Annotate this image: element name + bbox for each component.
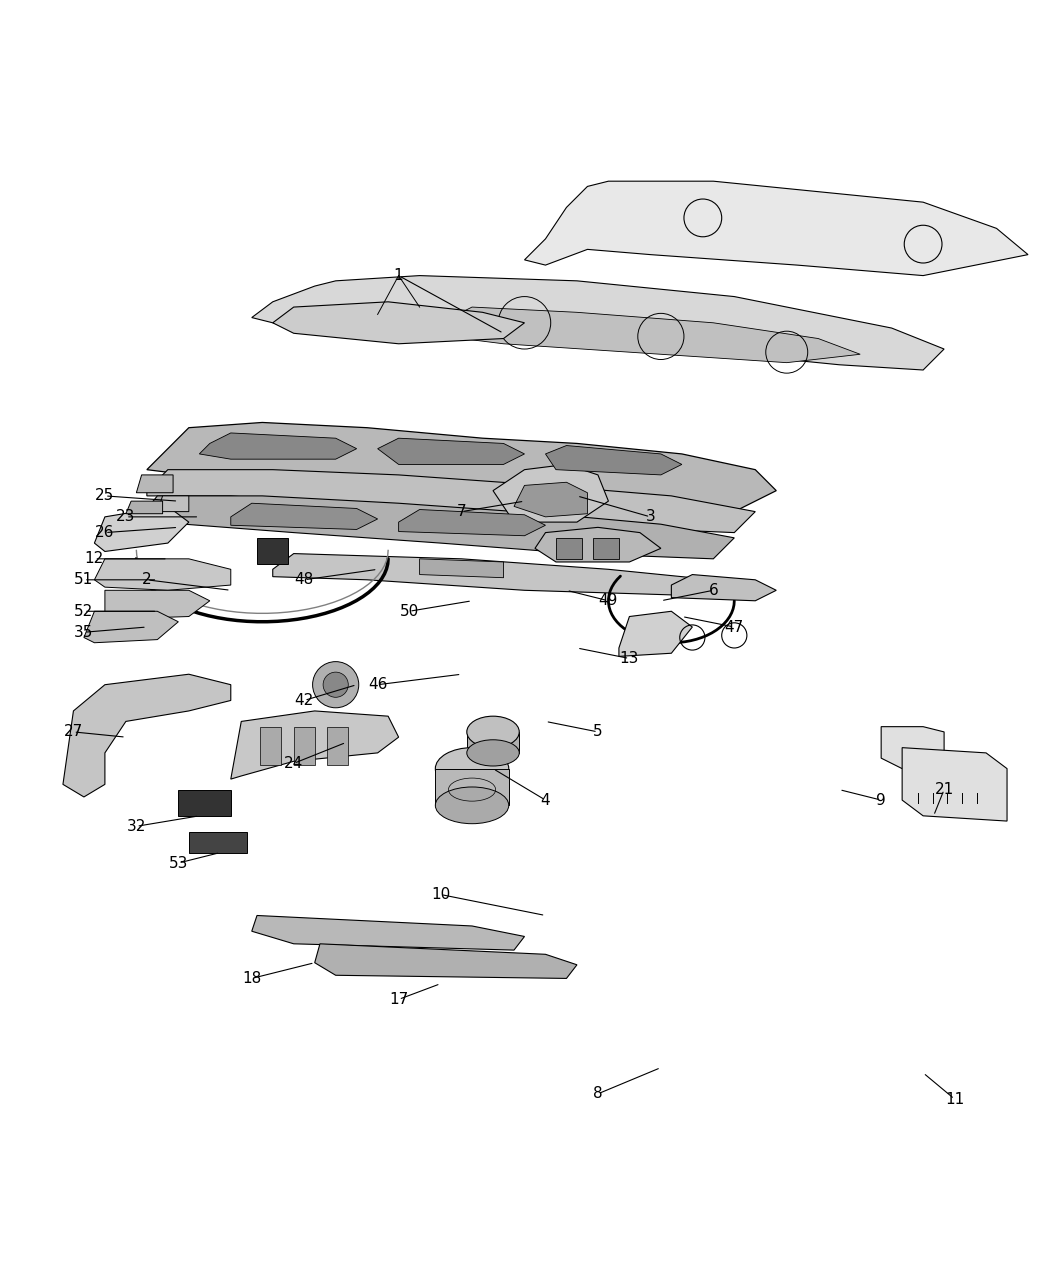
Text: 49: 49: [599, 593, 618, 608]
Text: 52: 52: [74, 604, 93, 618]
Polygon shape: [881, 727, 944, 769]
Text: 32: 32: [127, 819, 146, 834]
Text: 50: 50: [400, 604, 419, 618]
Text: 51: 51: [74, 572, 93, 588]
Polygon shape: [257, 538, 288, 564]
Polygon shape: [136, 474, 173, 492]
Text: 2: 2: [142, 572, 152, 588]
Polygon shape: [147, 469, 755, 533]
Text: 1: 1: [393, 268, 404, 283]
Text: 48: 48: [295, 572, 314, 588]
Text: 23: 23: [116, 510, 135, 524]
Polygon shape: [294, 727, 315, 765]
Text: 8: 8: [593, 1086, 603, 1102]
Polygon shape: [399, 454, 577, 506]
Text: 10: 10: [431, 887, 450, 901]
Polygon shape: [902, 747, 1007, 821]
Polygon shape: [94, 506, 189, 552]
Text: 27: 27: [64, 724, 83, 740]
Polygon shape: [671, 575, 776, 601]
Polygon shape: [619, 611, 692, 657]
Text: 13: 13: [620, 652, 639, 666]
Text: 11: 11: [945, 1091, 964, 1107]
Text: 26: 26: [95, 525, 114, 541]
Polygon shape: [189, 831, 247, 853]
Ellipse shape: [467, 717, 519, 747]
Circle shape: [323, 672, 348, 697]
Text: 18: 18: [242, 972, 261, 986]
Text: 47: 47: [725, 620, 744, 635]
Ellipse shape: [467, 740, 519, 766]
Polygon shape: [231, 711, 399, 779]
Polygon shape: [399, 510, 545, 536]
Text: 7: 7: [456, 504, 467, 519]
Text: 25: 25: [95, 488, 114, 504]
Polygon shape: [105, 590, 210, 618]
Polygon shape: [273, 302, 524, 344]
Polygon shape: [315, 944, 577, 978]
Polygon shape: [260, 727, 281, 765]
Polygon shape: [178, 789, 231, 816]
Polygon shape: [136, 496, 734, 558]
Text: 53: 53: [169, 856, 188, 871]
Polygon shape: [545, 445, 682, 474]
Polygon shape: [327, 727, 348, 765]
Text: 24: 24: [284, 756, 303, 771]
Text: 5: 5: [593, 724, 603, 740]
Polygon shape: [514, 482, 587, 516]
Text: 9: 9: [876, 793, 886, 807]
Polygon shape: [157, 496, 189, 511]
Polygon shape: [556, 538, 582, 558]
Polygon shape: [231, 504, 378, 529]
Text: 21: 21: [935, 782, 954, 797]
Polygon shape: [199, 434, 357, 459]
Ellipse shape: [435, 787, 509, 824]
Polygon shape: [252, 275, 944, 370]
Polygon shape: [84, 611, 178, 643]
Polygon shape: [493, 464, 608, 521]
Polygon shape: [420, 307, 860, 362]
Ellipse shape: [435, 747, 509, 789]
Text: 35: 35: [74, 625, 93, 640]
Polygon shape: [467, 732, 519, 754]
Polygon shape: [378, 439, 524, 464]
Polygon shape: [420, 558, 504, 578]
Polygon shape: [126, 501, 163, 514]
Polygon shape: [435, 769, 509, 806]
Text: 42: 42: [295, 692, 314, 708]
Polygon shape: [273, 553, 713, 595]
Polygon shape: [593, 538, 619, 558]
Text: 12: 12: [85, 551, 104, 566]
Polygon shape: [524, 181, 1028, 275]
Text: 17: 17: [389, 992, 408, 1007]
Text: 3: 3: [645, 510, 656, 524]
Polygon shape: [252, 915, 524, 950]
Polygon shape: [147, 422, 776, 511]
Polygon shape: [63, 674, 231, 797]
Text: 46: 46: [368, 677, 387, 692]
Polygon shape: [535, 528, 661, 562]
Polygon shape: [94, 558, 231, 590]
Polygon shape: [698, 0, 1049, 102]
Circle shape: [313, 662, 359, 708]
Text: 6: 6: [708, 583, 719, 598]
Text: 4: 4: [540, 793, 551, 807]
